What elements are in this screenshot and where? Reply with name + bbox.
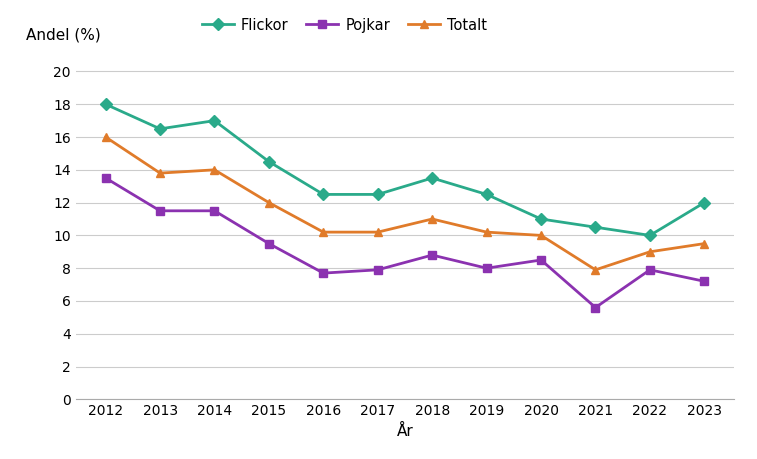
Totalt (428, 216, 437, 222)
Pojkar (699, 279, 709, 284)
Flickor (264, 159, 273, 164)
Pojkar (319, 270, 328, 276)
Flickor (537, 216, 546, 222)
Totalt (591, 267, 600, 273)
Pojkar (646, 267, 655, 273)
Totalt (482, 230, 491, 235)
Totalt (537, 233, 546, 238)
Totalt (319, 230, 328, 235)
Pojkar (428, 252, 437, 258)
Line: Flickor: Flickor (101, 100, 709, 240)
Flickor (373, 192, 382, 197)
Flickor (646, 233, 655, 238)
X-axis label: År: År (397, 424, 413, 439)
Totalt (373, 230, 382, 235)
Totalt (155, 170, 164, 176)
Text: Andel (%): Andel (%) (26, 28, 101, 43)
Flickor (591, 224, 600, 230)
Totalt (210, 167, 219, 173)
Flickor (319, 192, 328, 197)
Pojkar (210, 208, 219, 213)
Pojkar (373, 267, 382, 273)
Flickor (699, 200, 709, 205)
Flickor (155, 126, 164, 132)
Totalt (101, 134, 111, 140)
Totalt (264, 200, 273, 205)
Pojkar (264, 241, 273, 246)
Pojkar (482, 265, 491, 271)
Flickor (210, 118, 219, 123)
Flickor (101, 101, 111, 107)
Flickor (428, 175, 437, 181)
Pojkar (537, 257, 546, 263)
Flickor (482, 192, 491, 197)
Pojkar (591, 305, 600, 310)
Pojkar (155, 208, 164, 213)
Legend: Flickor, Pojkar, Totalt: Flickor, Pojkar, Totalt (201, 17, 487, 33)
Line: Pojkar: Pojkar (101, 174, 709, 312)
Line: Totalt: Totalt (101, 133, 709, 274)
Totalt (646, 249, 655, 255)
Totalt (699, 241, 709, 246)
Pojkar (101, 175, 111, 181)
